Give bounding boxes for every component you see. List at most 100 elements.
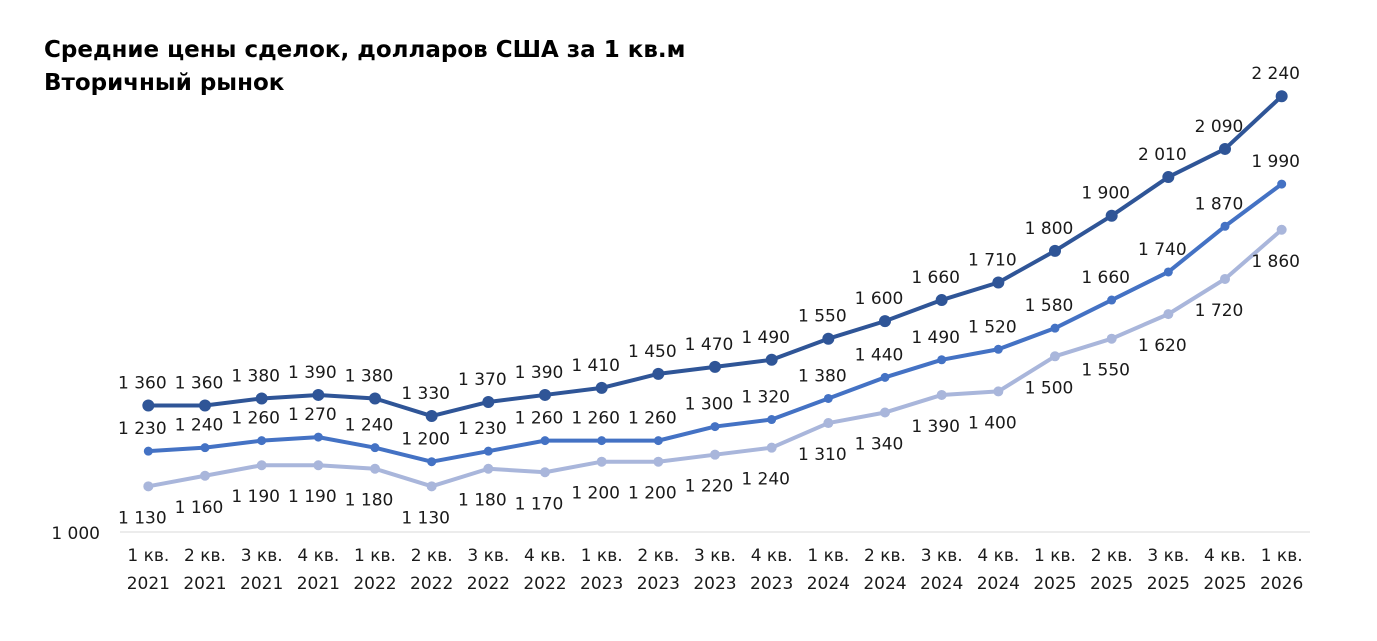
data-label: 2 090 xyxy=(1195,117,1244,137)
data-point xyxy=(653,456,664,467)
chart-title-main: Средние цены сделок, долларов США за 1 к… xyxy=(44,37,686,63)
data-label: 1 500 xyxy=(1025,378,1074,398)
data-label: 1 800 xyxy=(1025,219,1074,239)
data-point xyxy=(370,443,380,453)
x-tick-label-quarter: 2 кв. xyxy=(411,546,453,566)
data-label: 1 260 xyxy=(515,409,564,429)
x-tick-label-quarter: 3 кв. xyxy=(467,546,509,566)
data-label: 1 260 xyxy=(571,409,620,429)
data-point xyxy=(652,367,665,380)
data-label: 1 260 xyxy=(231,409,280,429)
data-point xyxy=(370,463,380,474)
data-label: 1 170 xyxy=(515,494,564,514)
x-tick-label-year: 2024 xyxy=(807,574,850,594)
data-label: 1 330 xyxy=(401,384,450,404)
data-label: 1 200 xyxy=(401,430,450,450)
data-point xyxy=(483,463,494,474)
data-point xyxy=(540,467,550,478)
data-label: 2 010 xyxy=(1138,145,1187,165)
data-point xyxy=(483,446,493,456)
data-label: 1 580 xyxy=(1025,296,1074,316)
x-tick-label-quarter: 1 кв. xyxy=(1034,546,1076,566)
data-label: 1 340 xyxy=(855,435,904,455)
x-tick-label-year: 2021 xyxy=(127,574,170,594)
data-point xyxy=(767,415,777,425)
x-tick-label-year: 2024 xyxy=(863,574,906,594)
data-point xyxy=(993,344,1003,354)
data-point xyxy=(1163,309,1174,320)
data-label: 1 240 xyxy=(345,416,394,436)
x-tick-label-year: 2022 xyxy=(410,574,453,594)
data-label: 1 490 xyxy=(911,328,960,348)
data-label: 1 180 xyxy=(345,491,394,511)
x-tick-label-year: 2022 xyxy=(467,574,510,594)
data-point xyxy=(1275,90,1288,103)
data-point xyxy=(880,372,890,382)
data-label: 1 660 xyxy=(911,268,960,288)
x-tick-label-year: 2024 xyxy=(920,574,963,594)
data-point xyxy=(992,276,1005,289)
data-point xyxy=(822,332,835,345)
x-tick-label-year: 2023 xyxy=(693,574,736,594)
data-label: 1 180 xyxy=(458,491,507,511)
data-point xyxy=(313,460,324,471)
data-label: 1 550 xyxy=(798,307,847,327)
data-label: 1 390 xyxy=(515,363,564,383)
x-tick-label-year: 2025 xyxy=(1090,574,1133,594)
x-tick-label-year: 2021 xyxy=(240,574,283,594)
data-label: 1 660 xyxy=(1081,268,1130,288)
data-point xyxy=(710,422,720,432)
data-label: 1 380 xyxy=(231,366,280,386)
data-point xyxy=(765,353,778,366)
x-tick-label-quarter: 2 кв. xyxy=(1091,546,1133,566)
x-tick-label-year: 2022 xyxy=(523,574,566,594)
x-tick-label-quarter: 3 кв. xyxy=(241,546,283,566)
x-tick-label-quarter: 2 кв. xyxy=(637,546,679,566)
data-label: 1 710 xyxy=(968,250,1017,270)
data-point xyxy=(1049,244,1061,257)
data-point xyxy=(1107,295,1117,305)
data-label: 1 380 xyxy=(798,366,847,386)
data-label: 1 360 xyxy=(175,373,224,393)
data-point xyxy=(823,393,833,403)
data-point xyxy=(369,392,381,405)
data-point xyxy=(1276,224,1287,235)
data-point xyxy=(1220,273,1230,284)
data-point xyxy=(425,410,438,423)
data-label: 1 900 xyxy=(1081,184,1130,204)
x-tick-label-quarter: 1 кв. xyxy=(581,546,623,566)
data-point xyxy=(256,460,267,471)
data-label: 1 600 xyxy=(855,289,904,309)
data-label: 1 310 xyxy=(798,445,847,465)
data-label: 1 130 xyxy=(118,508,167,528)
data-label: 1 260 xyxy=(628,409,677,429)
x-tick-label-quarter: 3 кв. xyxy=(921,546,963,566)
x-tick-label-year: 2023 xyxy=(637,574,680,594)
data-label: 1 200 xyxy=(571,484,620,504)
data-point xyxy=(936,389,947,400)
data-point xyxy=(993,386,1004,397)
chart-subtitle: Вторичный рынок xyxy=(44,70,285,96)
data-point xyxy=(709,360,721,373)
data-point xyxy=(143,481,154,492)
x-tick-label-year: 2026 xyxy=(1260,574,1303,594)
data-label: 1 550 xyxy=(1081,361,1130,381)
data-label: 1 300 xyxy=(685,395,734,415)
x-tick-label-quarter: 1 кв. xyxy=(354,546,396,566)
data-label: 1 720 xyxy=(1195,301,1244,321)
data-label: 1 320 xyxy=(741,388,790,408)
x-tick-label-quarter: 1 кв. xyxy=(807,546,849,566)
data-label: 1 380 xyxy=(345,366,394,386)
data-point xyxy=(595,381,608,394)
data-label: 2 240 xyxy=(1251,64,1300,84)
data-label: 1 200 xyxy=(628,484,677,504)
x-tick-label-year: 2023 xyxy=(750,574,793,594)
data-label: 1 370 xyxy=(458,370,507,390)
x-tick-label-quarter: 4 кв. xyxy=(524,546,566,566)
data-point xyxy=(1163,267,1173,277)
x-tick-label-quarter: 4 кв. xyxy=(297,546,339,566)
data-point xyxy=(482,395,495,408)
data-point xyxy=(200,470,210,481)
data-label: 1 440 xyxy=(855,345,904,365)
data-point xyxy=(597,436,607,446)
